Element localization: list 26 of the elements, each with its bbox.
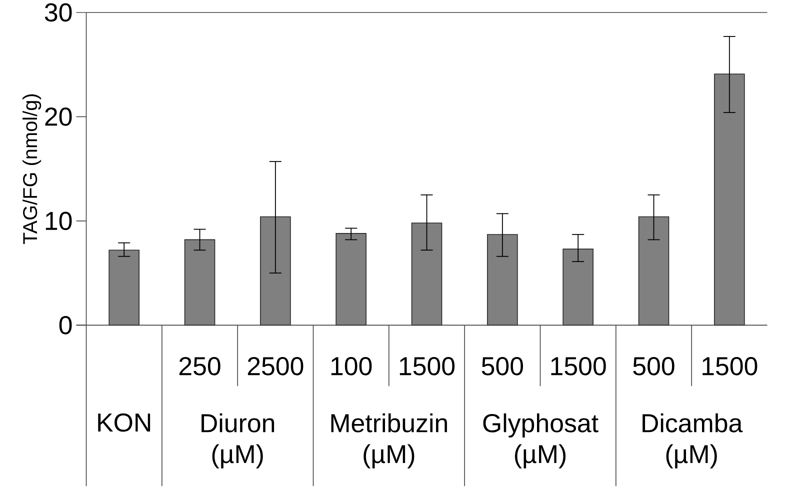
text: Dicamba (µM) — [642, 413, 743, 468]
bar — [411, 222, 442, 326]
y-tick-label: 30 — [44, 3, 72, 22]
text: KON — [98, 413, 150, 432]
x-tick-label: 2500 — [248, 356, 304, 376]
bar — [336, 233, 366, 326]
bar — [638, 216, 670, 326]
x-tick-label: 100 — [331, 356, 372, 376]
x-tick-label: 500 — [633, 356, 674, 376]
y-tick-label: 10 — [46, 212, 72, 230]
x-tick-label: 250 — [179, 356, 220, 376]
y-tick-label: 20 — [45, 108, 72, 126]
y-tick-label: 0 — [59, 316, 72, 334]
text: Metribuzin (µM) — [331, 413, 447, 468]
x-tick-label: 1500 — [551, 356, 606, 376]
bar — [487, 234, 518, 326]
x-tick-label: 1500 — [702, 356, 758, 376]
x-tick-label: 500 — [482, 356, 524, 376]
bar — [108, 250, 140, 326]
text: Diuron (µM) — [202, 413, 274, 468]
bar — [562, 248, 594, 326]
text: Glyphosat (µM) — [483, 413, 598, 468]
bar — [714, 74, 745, 326]
bar — [184, 239, 216, 326]
x-tick-label: 1500 — [400, 356, 455, 376]
y-axis-title: TAG/FG (nmol/g) — [22, 94, 42, 244]
